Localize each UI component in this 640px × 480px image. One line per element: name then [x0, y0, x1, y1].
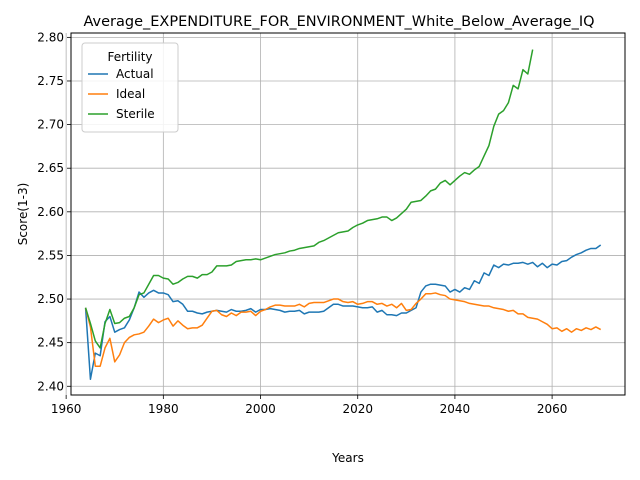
- y-axis-label: Score(1-3): [16, 183, 30, 246]
- series-lines: [84, 49, 602, 381]
- x-axis-label: Years: [331, 451, 364, 465]
- plot-frame: [70, 32, 626, 396]
- legend-label-sterile: Sterile: [116, 107, 155, 121]
- legend: Fertility Actual Ideal Sterile: [81, 42, 179, 133]
- legend-box: [81, 42, 179, 133]
- y-axis-ticks: 2.40 2.45 2.50 2.55 2.60 2.65 2.70 2.75 2.80: [37, 30, 71, 393]
- x-tick-label: 2000: [245, 402, 276, 416]
- x-tick-label: 1980: [148, 402, 179, 416]
- legend-label-ideal: Ideal: [116, 87, 145, 101]
- x-tick-label: 2040: [440, 402, 471, 416]
- series-line-sterile: [84, 49, 534, 349]
- y-tick-label: 2.60: [37, 205, 64, 219]
- x-tick-label: 1960: [51, 402, 82, 416]
- legend-label-actual: Actual: [116, 67, 154, 81]
- x-tick-label: 2020: [342, 402, 373, 416]
- y-tick-label: 2.55: [37, 248, 64, 262]
- y-tick-label: 2.40: [37, 379, 64, 393]
- y-tick-label: 2.65: [37, 161, 64, 175]
- y-tick-label: 2.70: [37, 118, 64, 132]
- x-axis-ticks: 1960 1980 2000 2020 2040 2060: [51, 395, 568, 416]
- grid-lines: [65, 33, 625, 395]
- y-tick-label: 2.50: [37, 292, 64, 306]
- x-tick-label: 2060: [537, 402, 568, 416]
- y-tick-label: 2.80: [37, 30, 64, 44]
- y-tick-label: 2.75: [37, 74, 64, 88]
- series-line-ideal: [84, 292, 602, 367]
- legend-title: Fertility: [107, 50, 152, 64]
- chart-title: Average_EXPENDITURE_FOR_ENVIRONMENT_Whit…: [83, 14, 594, 30]
- y-tick-label: 2.45: [37, 336, 64, 350]
- series-line-actual: [84, 244, 602, 381]
